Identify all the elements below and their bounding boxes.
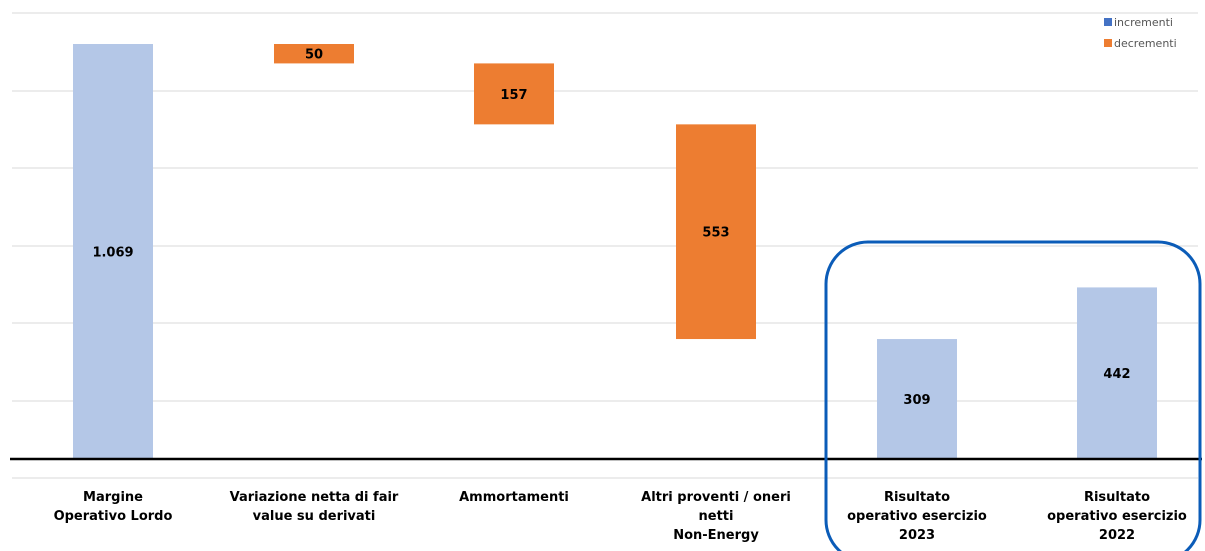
- bar-5: [877, 339, 957, 459]
- category-label-2: Variazione netta di fair value su derivat…: [230, 490, 399, 524]
- data-label-1: 1.069: [92, 246, 133, 261]
- category-label-5: Risultato operativo esercizio 2023: [847, 490, 987, 543]
- category-label-6: Risultato operativo esercizio 2022: [1047, 490, 1187, 543]
- bar-2: [274, 44, 354, 64]
- bar-6: [1077, 287, 1157, 459]
- legend-label-incrementi: incrementi: [1114, 16, 1173, 29]
- data-label-3: 157: [500, 88, 527, 103]
- data-label-2: 50: [305, 48, 323, 63]
- data-label-6: 442: [1103, 367, 1130, 382]
- legend-swatch-incrementi: [1104, 18, 1112, 26]
- legend-label-decrementi: decrementi: [1114, 37, 1177, 50]
- data-label-4: 553: [702, 226, 729, 241]
- category-label-1: Margine Operativo Lordo: [54, 490, 173, 524]
- category-label-3: Ammortamenti: [459, 490, 569, 505]
- bar-1: [73, 44, 153, 459]
- bar-3: [474, 63, 554, 125]
- category-label-4: Altri proventi / oneri netti Non-Energy: [641, 490, 791, 543]
- legend-swatch-decrementi: [1104, 39, 1112, 47]
- data-label-5: 309: [903, 393, 930, 408]
- highlight-box: [824, 240, 1202, 551]
- bar-4: [676, 124, 756, 340]
